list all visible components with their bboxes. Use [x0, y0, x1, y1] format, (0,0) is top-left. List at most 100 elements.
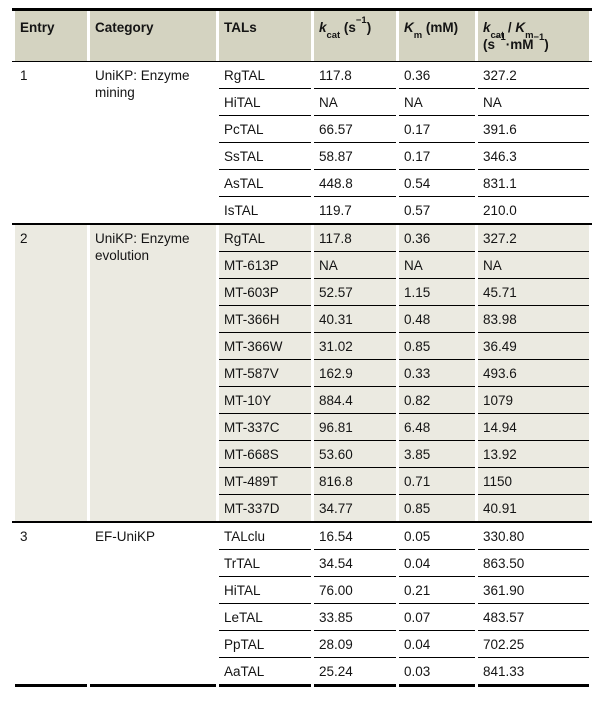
- table-row: PpTAL 28.09 0.04 702.25: [15, 630, 589, 657]
- table-row: AsTAL 448.8 0.54 831.1: [15, 169, 589, 196]
- entry-cell: 3: [15, 523, 87, 687]
- col-header-entry: Entry: [15, 11, 87, 61]
- table-row: IsTAL 119.7 0.57 210.0: [15, 196, 589, 223]
- tal-cell: SsTAL: [219, 142, 311, 169]
- km-cell: 0.48: [399, 305, 475, 332]
- tal-cell: IsTAL: [219, 196, 311, 223]
- entry-cell: 2: [15, 225, 87, 521]
- table-row: 2 UniKP: Enzyme evolution RgTAL 117.8 0.…: [15, 225, 589, 521]
- kcat-cell: 33.85: [314, 603, 396, 630]
- kcat-cell: 816.8: [314, 467, 396, 494]
- table-row: MT-10Y 884.4 0.82 1079: [15, 386, 589, 413]
- kcat-cell: 117.8: [319, 67, 352, 83]
- kcat-cell: 96.81: [314, 413, 396, 440]
- km-cell: 3.85: [399, 440, 475, 467]
- tal-cell: AsTAL: [219, 169, 311, 196]
- table-row: AaTAL 25.24 0.03 841.33: [15, 657, 589, 687]
- ratio-cell: NA: [478, 251, 589, 278]
- tal-cell: MT-489T: [219, 467, 311, 494]
- km-cell: 0.71: [399, 467, 475, 494]
- kcat-cell: 117.8: [314, 225, 396, 251]
- section-enzyme-mining: 1 UniKP: Enzyme mining RgTAL 117.8 0.36 …: [12, 62, 592, 223]
- km-cell: 0.03: [399, 657, 475, 687]
- ratio-cell: 45.71: [478, 278, 589, 305]
- tal-cell: TrTAL: [219, 549, 311, 576]
- ratio-cell: 210.0: [478, 196, 589, 223]
- km-cell: 0.36: [399, 225, 475, 251]
- table-row: MT-489T 816.8 0.71 1150: [15, 467, 589, 494]
- ratio-line1: kcat / Km: [483, 20, 534, 41]
- table-row: HiTAL NA NA NA: [15, 88, 589, 115]
- tal-cell: PcTAL: [219, 115, 311, 142]
- tal-cell: HiTAL: [219, 88, 311, 115]
- kcat-cell: 884.4: [314, 386, 396, 413]
- header-table: Entry Category TALs kcat (s−1) Km (mM) k…: [12, 11, 592, 61]
- kcat-cell: 53.60: [314, 440, 396, 467]
- kcat-cell: 76.00: [314, 576, 396, 603]
- col-header-kcat: kcat (s−1): [314, 11, 396, 61]
- ratio-cell: 327.2: [478, 225, 589, 251]
- km-cell: 0.17: [399, 142, 475, 169]
- kcat-cell: 16.54: [319, 528, 353, 544]
- table-row: MT-613P NA NA NA: [15, 251, 589, 278]
- kcat-subscript: cat: [326, 30, 341, 42]
- kcat-cell: 25.24: [314, 657, 396, 687]
- tal-cell: MT-366H: [219, 305, 311, 332]
- ratio-cell: 493.6: [478, 359, 589, 386]
- tal-cell: HiTAL: [219, 576, 311, 603]
- kcat-cell: 448.8: [314, 169, 396, 196]
- ratio-km-symbol: K: [515, 20, 526, 35]
- ratio-unit-open: (s: [483, 37, 496, 52]
- km-cell: 1.15: [399, 278, 475, 305]
- table-row: MT-587V 162.9 0.33 493.6: [15, 359, 589, 386]
- kcat-unit-open: (s: [340, 20, 356, 35]
- category-cell: UniKP: Enzyme evolution: [90, 225, 216, 521]
- table-row: MT-603P 52.57 1.15 45.71: [15, 278, 589, 305]
- ratio-slash: /: [504, 20, 516, 35]
- km-cell: 0.07: [399, 603, 475, 630]
- kcat-cell: 40.31: [314, 305, 396, 332]
- table-row: LeTAL 33.85 0.07 483.57: [15, 603, 589, 630]
- entry-cell: 1: [20, 68, 28, 83]
- table-row: MT-337C 96.81 6.48 14.94: [15, 413, 589, 440]
- km-cell: 0.85: [399, 332, 475, 359]
- km-cell: 0.21: [399, 576, 475, 603]
- km-cell: 0.33: [399, 359, 475, 386]
- km-cell: 0.04: [399, 549, 475, 576]
- ratio-unit-sup1: −1: [495, 31, 506, 43]
- km-cell: 0.82: [399, 386, 475, 413]
- ratio-cell: 327.2: [483, 67, 517, 83]
- ratio-cell: NA: [478, 88, 589, 115]
- table-row: 3 EF-UniKP TALclu 16.54 0.05 330.80: [15, 523, 589, 687]
- tal-cell: MT-10Y: [219, 386, 311, 413]
- table-row: MT-337D 34.77 0.85 40.91: [15, 494, 589, 521]
- tal-cell: LeTAL: [219, 603, 311, 630]
- km-cell: 0.57: [399, 196, 475, 223]
- km-cell: 0.17: [399, 115, 475, 142]
- ratio-unit-sup2: −1: [533, 31, 545, 43]
- km-cell: NA: [399, 88, 475, 115]
- tal-cell: MT-337C: [219, 413, 311, 440]
- ratio-cell: 1079: [478, 386, 589, 413]
- tal-cell: RgTAL: [219, 225, 311, 251]
- table-row: PcTAL 66.57 0.17 391.6: [15, 115, 589, 142]
- kcat-cell: 162.9: [314, 359, 396, 386]
- section-3-table: 3 EF-UniKP TALclu 16.54 0.05 330.80 TrTA…: [12, 523, 592, 687]
- kcat-cell: 31.02: [314, 332, 396, 359]
- col-header-kcat-km-ratio: kcat / Km (s−1·mM−1): [478, 11, 589, 61]
- km-cell: 0.54: [399, 169, 475, 196]
- col-header-km: Km (mM): [399, 11, 475, 61]
- tal-cell: MT-366W: [219, 332, 311, 359]
- km-cell: 0.05: [404, 528, 431, 544]
- section-2-table: 2 UniKP: Enzyme evolution RgTAL 117.8 0.…: [12, 225, 592, 521]
- tal-cell: MT-603P: [219, 278, 311, 305]
- ratio-cell: 1150: [478, 467, 589, 494]
- kcat-symbol: k: [319, 20, 327, 35]
- kcat-cell: 66.57: [314, 115, 396, 142]
- table-row: 1 UniKP: Enzyme mining RgTAL 117.8 0.36 …: [15, 62, 589, 101]
- kcat-cell: 58.87: [314, 142, 396, 169]
- ratio-km-subscript: m: [525, 30, 534, 42]
- section-ef-unikp: 3 EF-UniKP TALclu 16.54 0.05 330.80 TrTA…: [12, 521, 592, 687]
- ratio-cell: 330.80: [483, 528, 525, 544]
- km-cell: 0.04: [399, 630, 475, 657]
